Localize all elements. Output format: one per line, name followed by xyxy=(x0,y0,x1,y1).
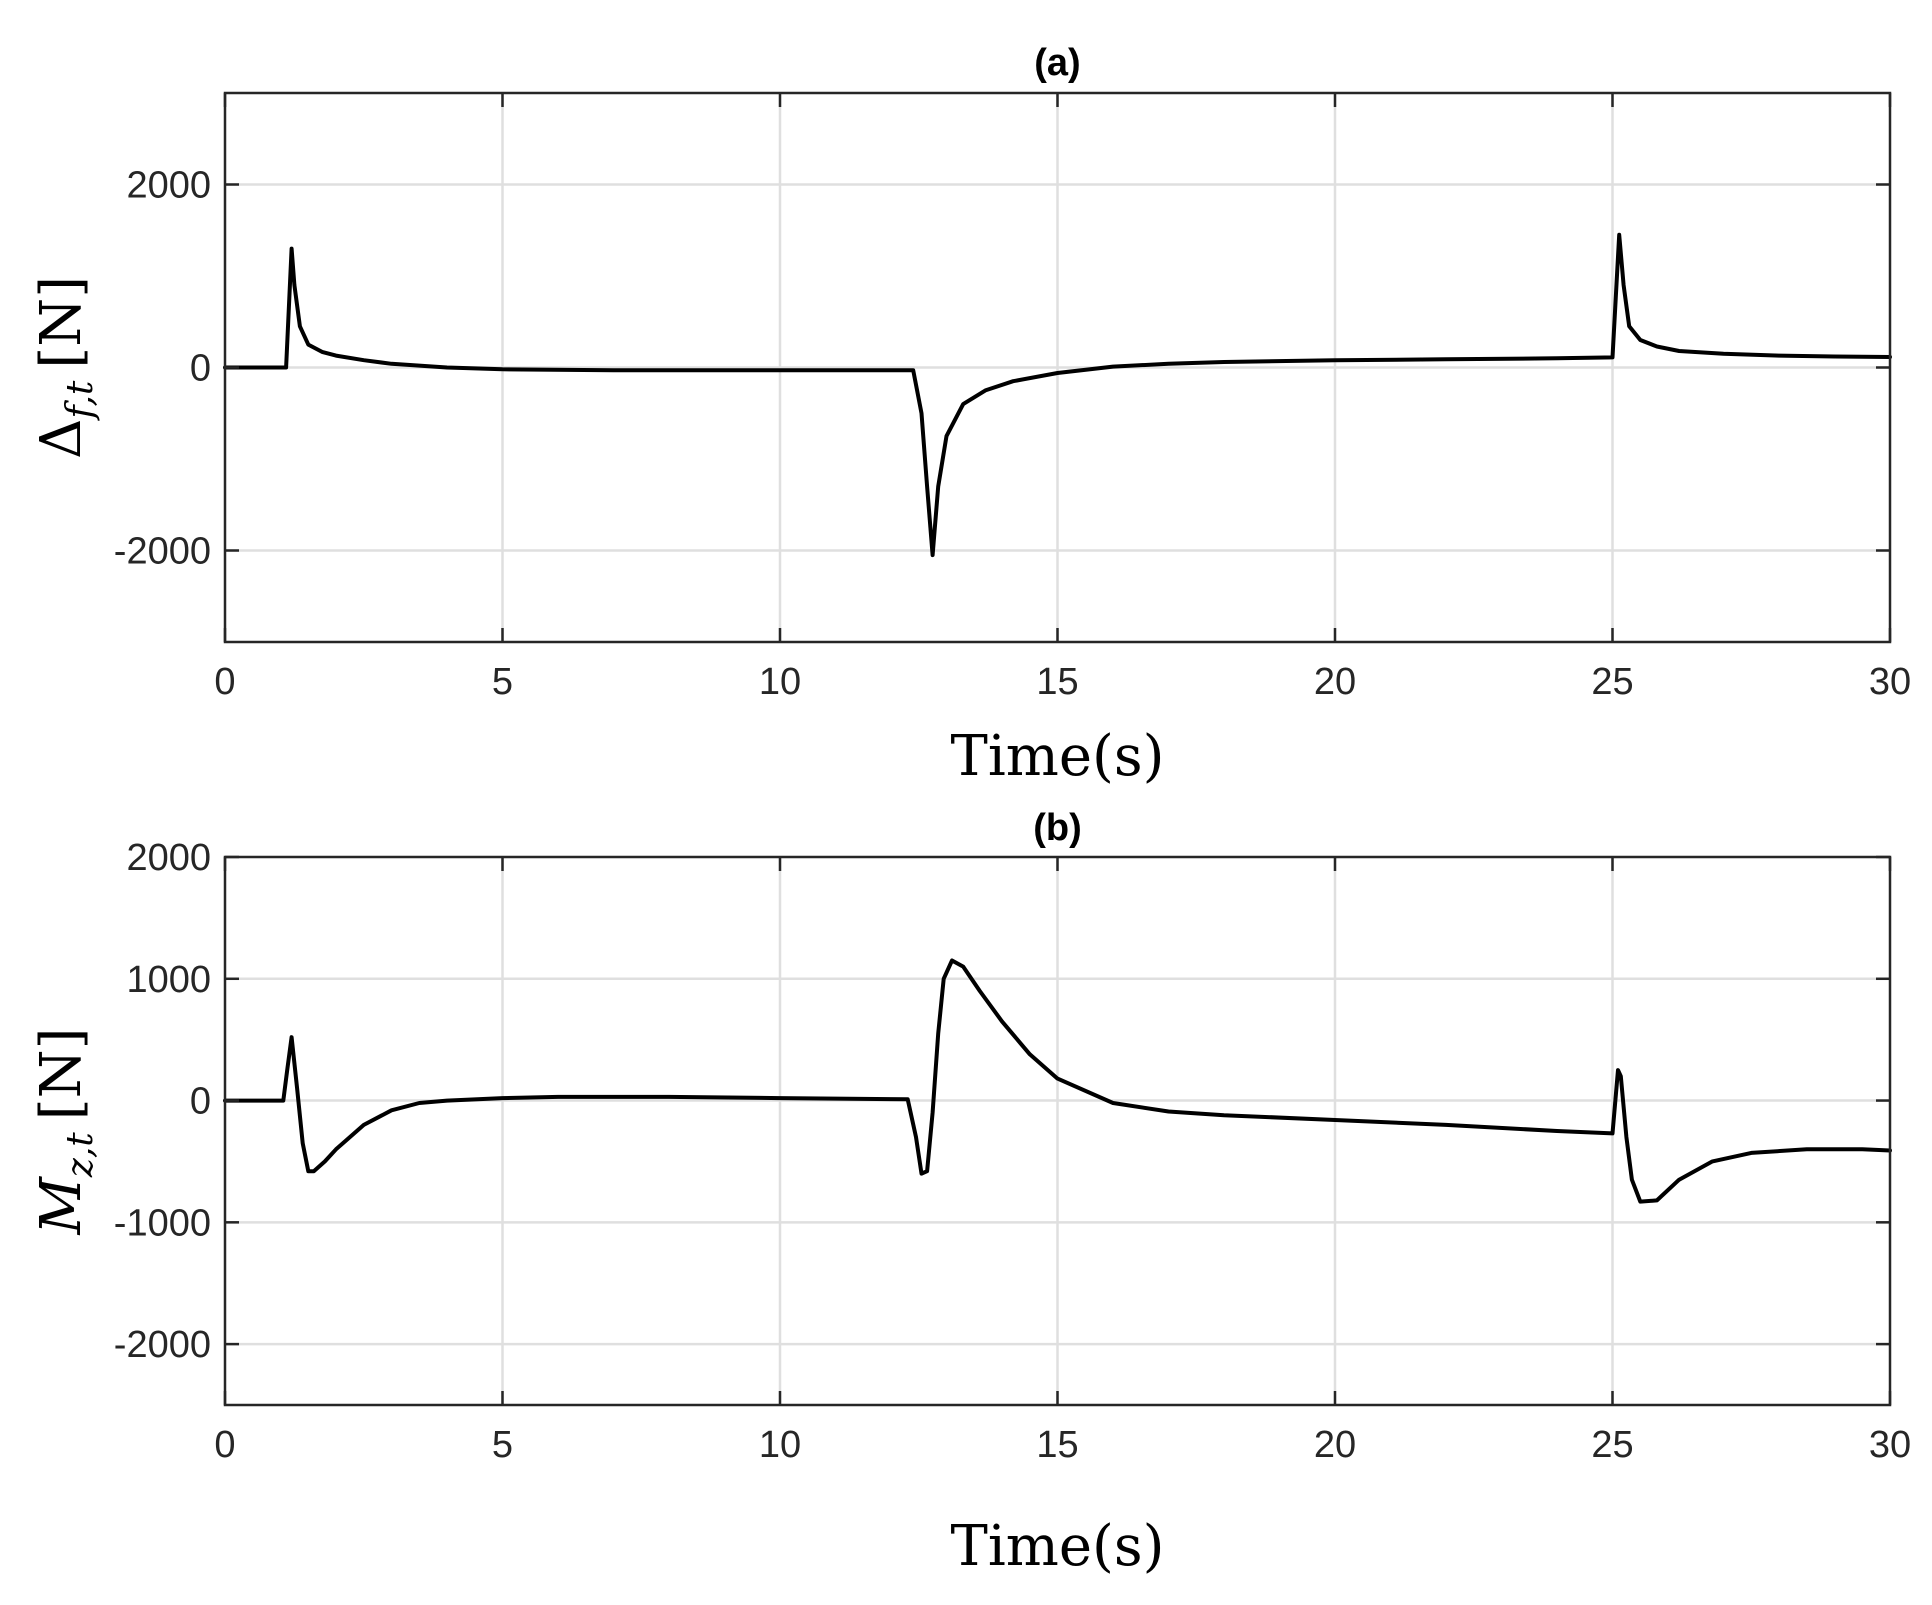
y-tick-label-b: 1000 xyxy=(126,959,211,1001)
x-tick-label-b: 0 xyxy=(214,1424,235,1466)
series-line-b xyxy=(223,958,1892,1204)
y-axis-label-a: Δf,t [N] xyxy=(29,276,101,459)
series-line-a xyxy=(223,232,1892,558)
y-tick-label-b: 2000 xyxy=(126,837,211,879)
x-tick-label-b: 20 xyxy=(1314,1424,1356,1466)
x-tick-label-b: 10 xyxy=(759,1424,801,1466)
chart-title-a: (a) xyxy=(1034,42,1080,84)
x-tick-label-b: 15 xyxy=(1036,1424,1078,1466)
y-axis-label-main-a: Δ xyxy=(29,419,94,459)
x-tick-label-a: 30 xyxy=(1869,661,1911,703)
panel-a: 0 5 10 15 20 25 30 -2000 0 2000 (a) Time(s) Δf,t [… xyxy=(29,42,1911,789)
y-tick-label-b: 0 xyxy=(190,1081,211,1123)
x-tick-label-b: 30 xyxy=(1869,1424,1911,1466)
x-tick-label-a: 5 xyxy=(492,661,513,703)
y-axis-label-sub-b: z,t xyxy=(60,1132,101,1178)
y-axis-label-b: Mz,t [N] xyxy=(29,1028,101,1236)
ticks-b: 0 5 10 15 20 25 30 -2000 -1000 0 1000 2000 xyxy=(114,837,1911,1466)
y-tick-label-b: -2000 xyxy=(114,1324,211,1366)
x-tick-label-a: 10 xyxy=(759,661,801,703)
panel-b: 0 5 10 15 20 25 30 -2000 -1000 0 1000 2000 (b) Time… xyxy=(29,807,1911,1579)
x-tick-label-b: 25 xyxy=(1591,1424,1633,1466)
y-axis-label-sub-a: f,t xyxy=(60,380,101,421)
x-tick-label-b: 5 xyxy=(492,1424,513,1466)
y-axis-label-unit-b: [N] xyxy=(29,1028,94,1121)
y-tick-label-a: 0 xyxy=(190,348,211,390)
x-tick-label-a: 20 xyxy=(1314,661,1356,703)
y-axis-label-main-b: M xyxy=(29,1175,94,1235)
grid-b xyxy=(225,857,1890,1405)
ticks-a: 0 5 10 15 20 25 30 -2000 0 2000 xyxy=(114,93,1911,703)
y-tick-label-b: -1000 xyxy=(114,1202,211,1244)
y-axis-label-unit-a: [N] xyxy=(29,276,94,369)
y-tick-label-a: 2000 xyxy=(126,165,211,207)
x-tick-label-a: 15 xyxy=(1036,661,1078,703)
chart-title-b: (b) xyxy=(1033,807,1082,849)
x-tick-label-a: 0 xyxy=(214,661,235,703)
x-tick-label-a: 25 xyxy=(1591,661,1633,703)
x-axis-label-b: Time(s) xyxy=(951,1514,1165,1579)
y-tick-label-a: -2000 xyxy=(114,531,211,573)
x-axis-label-a: Time(s) xyxy=(951,724,1165,789)
